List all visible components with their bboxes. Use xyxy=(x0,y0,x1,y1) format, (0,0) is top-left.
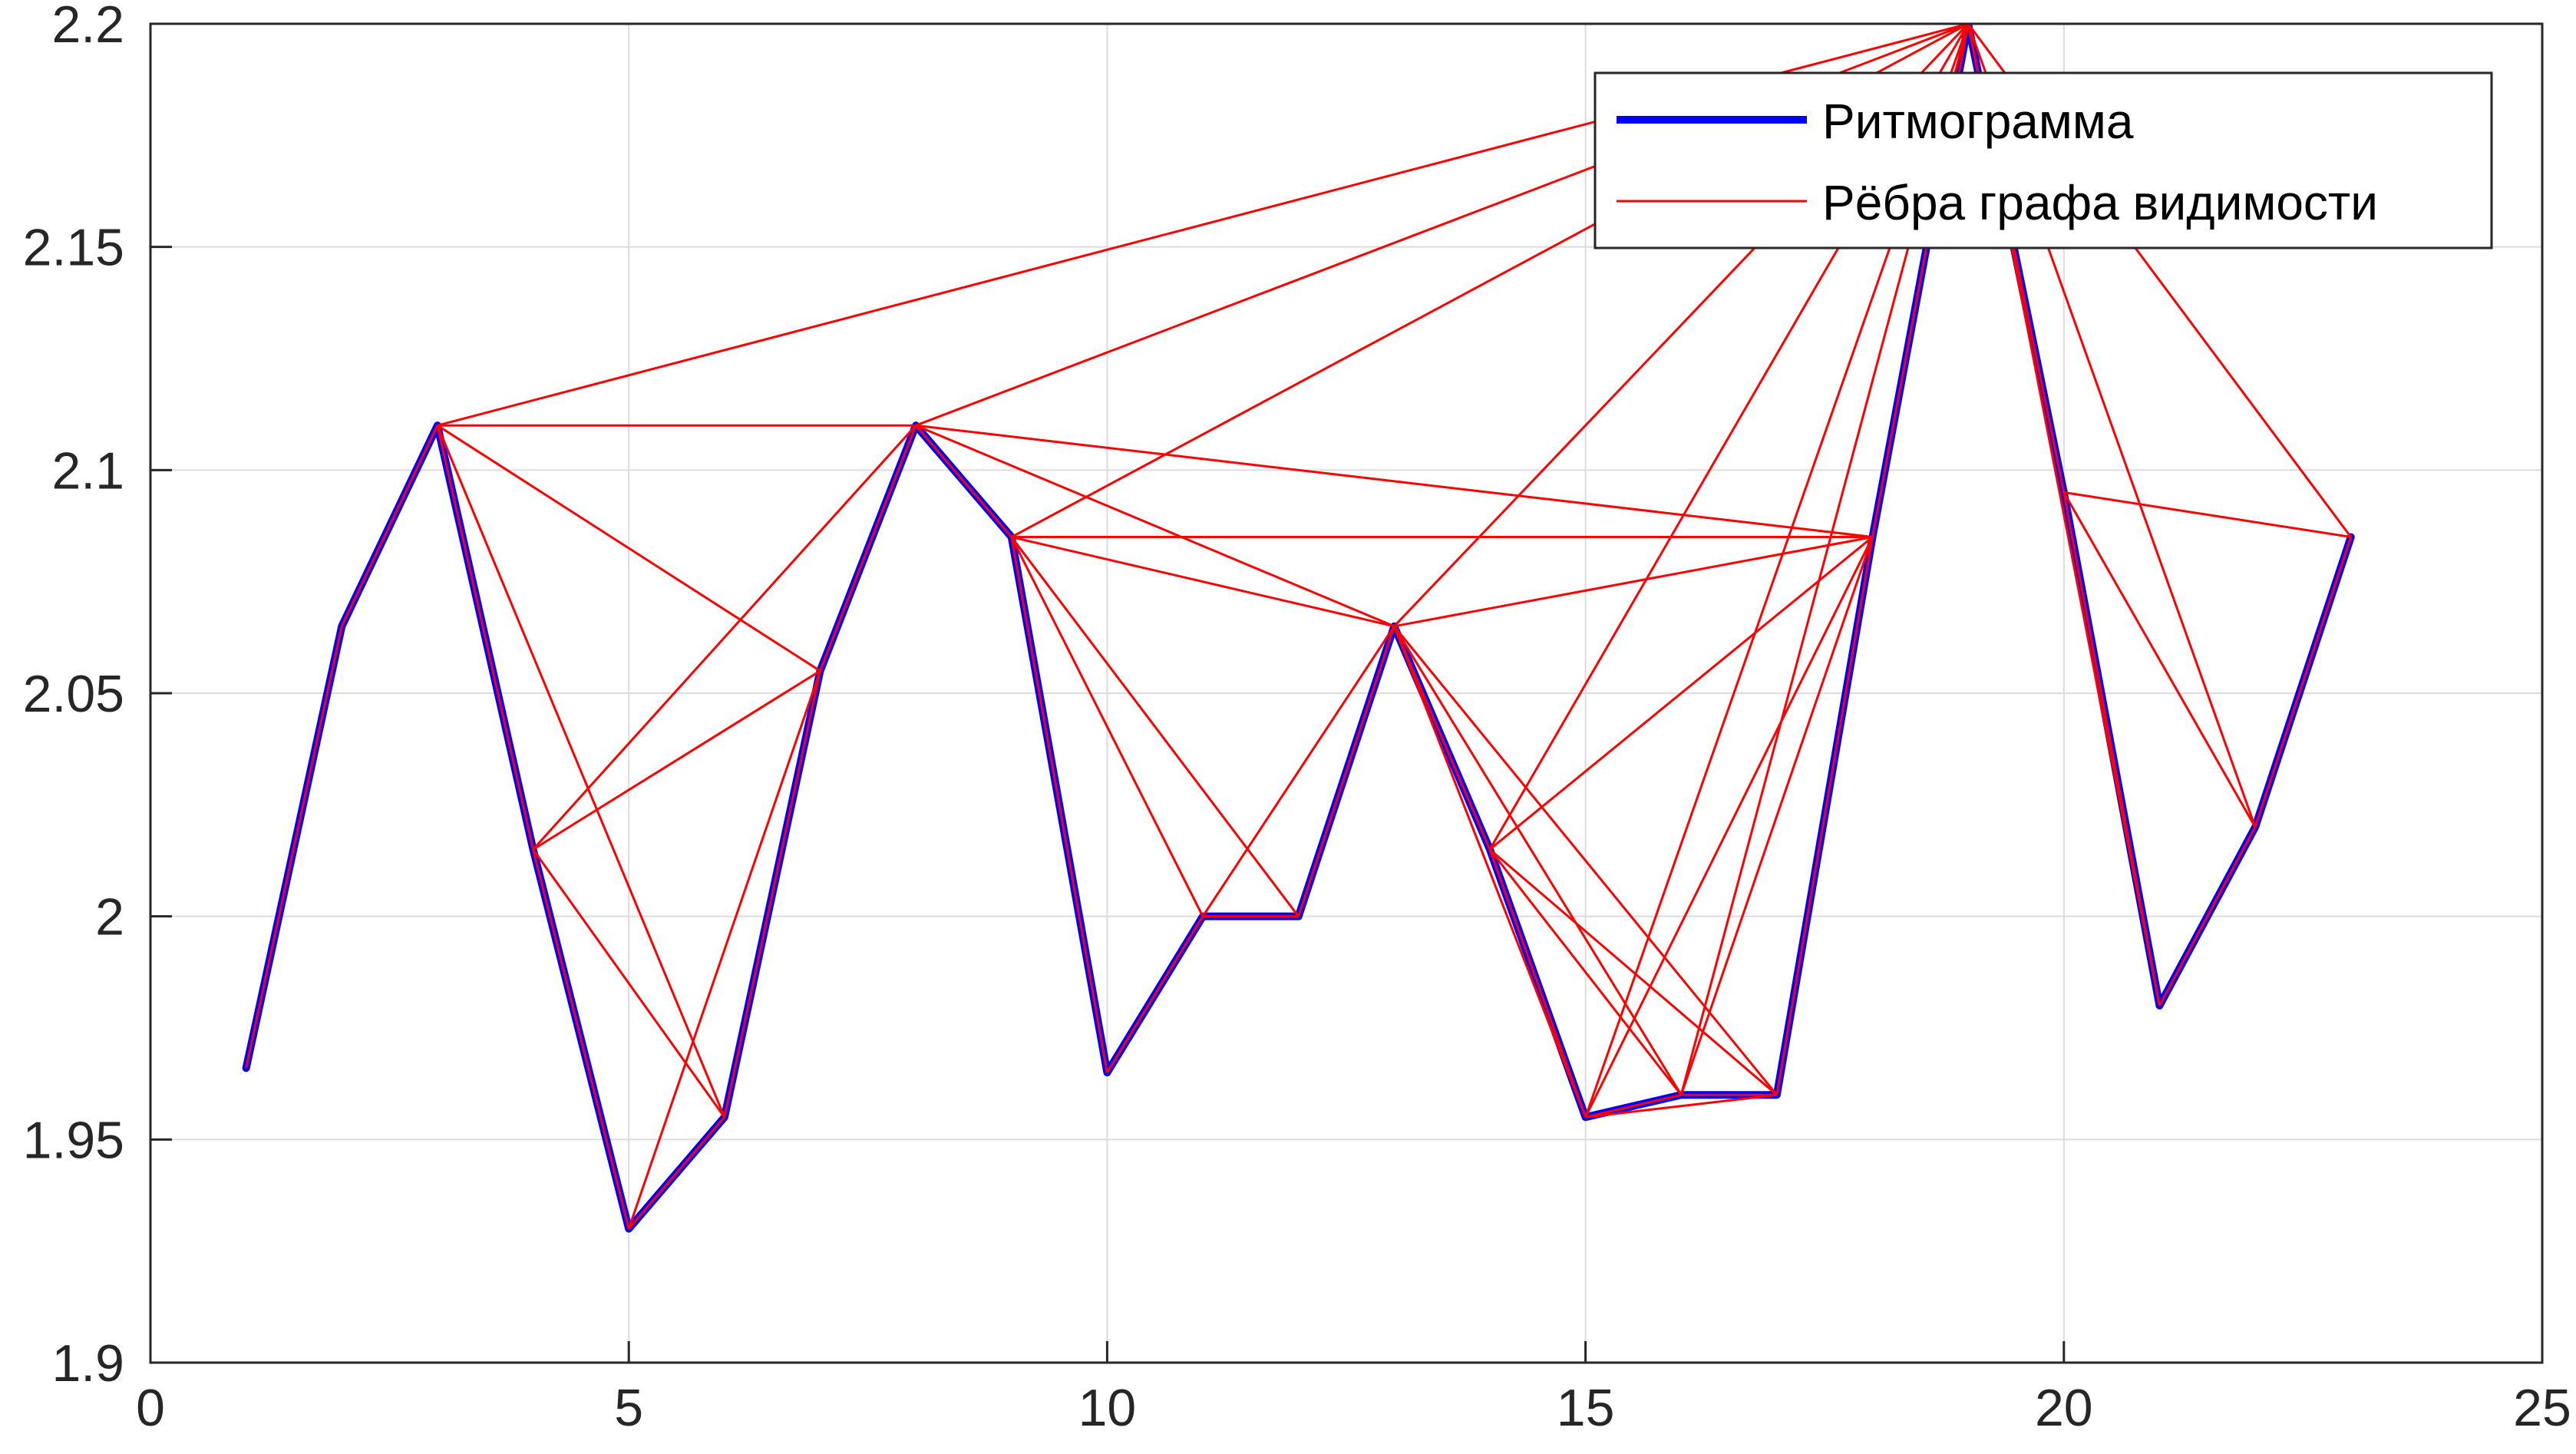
visibility-edge xyxy=(1775,537,1874,1095)
visibility-edge xyxy=(1488,848,1683,1096)
visibility-edge xyxy=(1011,536,1395,628)
visibility-edge xyxy=(1393,626,1683,1095)
x-tick-label: 20 xyxy=(2035,1379,2093,1437)
visibility-edge xyxy=(1679,537,1874,1095)
x-tick-label: 5 xyxy=(614,1379,643,1437)
x-tick-label: 0 xyxy=(136,1379,165,1437)
y-tick-label: 2 xyxy=(95,888,124,947)
visibility-edge xyxy=(2063,491,2351,539)
visibility-edge xyxy=(1585,1093,1778,1119)
visibility-edge xyxy=(1489,536,1874,851)
visibility-edge xyxy=(1488,848,1778,1096)
visibility-edge xyxy=(2158,826,2257,1006)
legend-label-rhythmogram: Ритмограмма xyxy=(1822,94,2134,149)
visibility-edge xyxy=(915,424,1873,539)
y-tick-label: 2.05 xyxy=(23,665,124,723)
visibility-edge xyxy=(915,424,1395,628)
visibility-edge xyxy=(914,425,1012,538)
visibility-edge xyxy=(1392,626,1587,1118)
y-tick-label: 1.95 xyxy=(23,1111,124,1169)
visibility-edge xyxy=(437,424,821,672)
visibility-edge xyxy=(1201,625,1395,917)
visibility-edge xyxy=(245,626,343,1069)
legend: Ритмограмма Рёбра графа видимости xyxy=(1593,71,2493,249)
x-tick-label: 15 xyxy=(1557,1379,1615,1437)
visibility-edge xyxy=(2062,491,2257,828)
x-axis-ticks: 0 5 10 15 20 25 xyxy=(136,1341,2571,1437)
visibility-edge xyxy=(628,1116,725,1230)
x-tick-label: 10 xyxy=(1078,1379,1137,1437)
y-tick-label: 2.1 xyxy=(51,441,124,500)
visibility-edge xyxy=(1394,536,1873,628)
visibility-edge xyxy=(1585,1093,1682,1119)
visibility-edge xyxy=(1010,536,1204,917)
visibility-edge xyxy=(1010,537,1108,1073)
visibility-edge xyxy=(532,849,630,1229)
visibility-edge xyxy=(1393,625,1778,1096)
y-tick-label: 2.15 xyxy=(23,219,124,277)
visibility-edge xyxy=(819,425,917,672)
visibility-edge xyxy=(436,425,726,1118)
visibility-edge xyxy=(532,425,917,851)
visibility-edge xyxy=(1488,848,1587,1118)
visibility-edge xyxy=(340,425,439,627)
x-tick-label: 25 xyxy=(2513,1379,2571,1437)
visibility-edge xyxy=(1297,626,1395,917)
visibility-edge xyxy=(1010,536,1300,917)
visibility-edge xyxy=(2254,537,2353,828)
y-tick-label: 2.2 xyxy=(51,0,124,54)
legend-label-edges: Рёбра графа видимости xyxy=(1822,175,2378,230)
visibility-edge xyxy=(532,669,821,851)
visibility-edge xyxy=(723,670,821,1118)
legend-box xyxy=(1593,71,2493,249)
y-tick-label: 1.9 xyxy=(51,1334,124,1393)
visibility-edge xyxy=(532,848,726,1119)
visibility-edge xyxy=(436,425,535,850)
y-axis-ticks: 1.9 1.95 2 2.05 2.1 2.15 2.2 xyxy=(23,0,172,1393)
visibility-edge xyxy=(1584,536,1874,1118)
visibility-edge xyxy=(1106,915,1204,1073)
visibility-edge xyxy=(1392,626,1491,851)
visibility-edge xyxy=(627,670,821,1230)
